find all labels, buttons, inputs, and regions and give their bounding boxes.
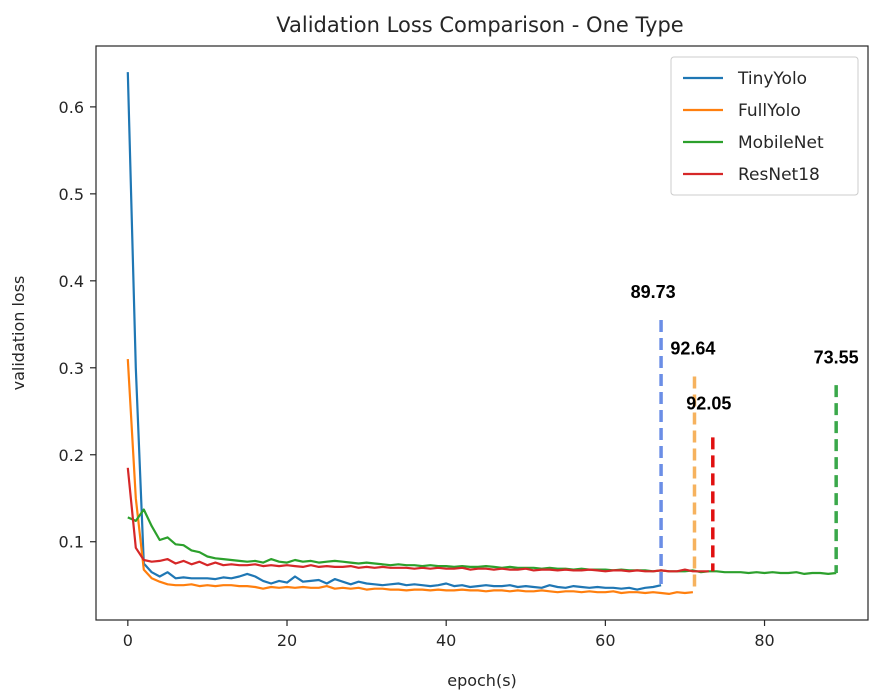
x-tick-label: 60 <box>595 631 615 650</box>
legend-label-fullyolo: FullYolo <box>738 101 801 121</box>
series-line-fullyolo <box>126 359 694 596</box>
annotation-label-fullyolo: 92.64 <box>670 339 715 359</box>
plot-frame <box>95 45 869 621</box>
legend: TinyYolo FullYolo MobileNet ResNet18 <box>670 56 859 196</box>
series-line-tinyyolo <box>126 72 662 591</box>
legend-label-mobilenet: MobileNet <box>738 133 824 153</box>
chart-title: Validation Loss Comparison - One Type <box>276 13 683 37</box>
annotation-label-tinyyolo: 89.73 <box>631 282 676 302</box>
series-line-resnet18 <box>126 467 709 573</box>
x-tick-label: 20 <box>277 631 297 650</box>
series-line-mobilenet <box>127 508 837 576</box>
y-tick-label: 0.4 <box>59 272 84 291</box>
y-tick-label: 0.1 <box>59 533 84 552</box>
legend-box <box>670 56 859 196</box>
x-axis-label: epoch(s) <box>447 671 517 690</box>
x-tick-label: 0 <box>123 631 133 650</box>
x-tick-label: 80 <box>754 631 774 650</box>
y-tick-label: 0.5 <box>59 185 84 204</box>
y-axis-label: validation loss <box>9 276 28 391</box>
y-tick-label: 0.2 <box>59 446 84 465</box>
legend-label-tinyyolo: TinyYolo <box>737 69 807 89</box>
x-tick-label: 40 <box>436 631 456 650</box>
annotation-label-mobilenet: 73.55 <box>814 347 859 367</box>
y-tick-label: 0.6 <box>59 98 84 117</box>
annotation-label-resnet18: 92.05 <box>686 394 731 414</box>
legend-label-resnet18: ResNet18 <box>738 165 820 185</box>
y-tick-label: 0.3 <box>59 359 84 378</box>
